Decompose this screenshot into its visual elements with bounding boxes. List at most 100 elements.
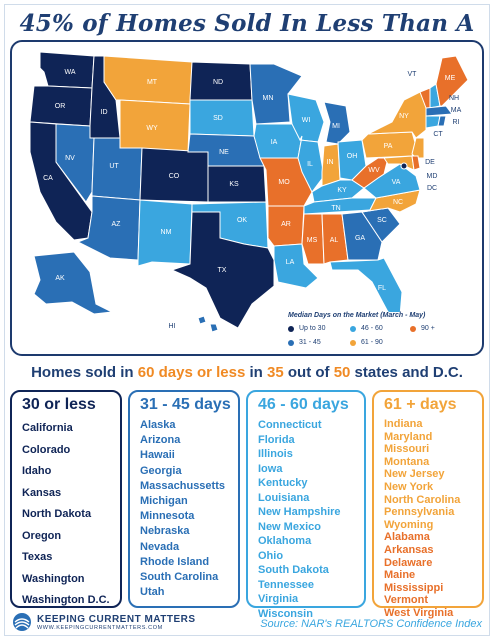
headline-days: 60 days or less bbox=[137, 364, 246, 381]
column-46-60-days: 46 - 60 days Connecticut Florida Illinois I… bbox=[246, 390, 366, 620]
column-heading: 30 or less bbox=[22, 396, 96, 413]
state-list-item: Oregon bbox=[22, 529, 62, 542]
svg-text:MT: MT bbox=[147, 79, 158, 86]
svg-text:GA: GA bbox=[355, 235, 365, 242]
state-list-item: Wyoming bbox=[384, 518, 434, 531]
state-NM: NM bbox=[137, 199, 193, 267]
svg-text:KS: KS bbox=[229, 181, 239, 188]
legend-dot bbox=[288, 325, 294, 332]
legend-item: Up to 30 bbox=[288, 325, 325, 332]
state-TX: TX bbox=[170, 211, 275, 329]
us-map-panel: WA OR CA ID NV MT WY UT AZ CO NM ND SD N… bbox=[10, 40, 484, 356]
svg-text:CO: CO bbox=[169, 173, 180, 180]
svg-text:MO: MO bbox=[278, 179, 290, 186]
svg-text:NM: NM bbox=[161, 229, 172, 236]
label-RI: RI bbox=[453, 119, 460, 126]
svg-text:TN: TN bbox=[331, 205, 340, 212]
column-heading: 31 - 45 days bbox=[140, 396, 231, 413]
legend-title: Median Days on the Market (March - May) bbox=[288, 312, 426, 319]
us-map: WA OR CA ID NV MT WY UT AZ CO NM ND SD N… bbox=[29, 51, 469, 333]
state-list-item: Washington D.C. bbox=[22, 594, 110, 606]
state-list-item: Nebraska bbox=[140, 525, 190, 538]
state-AL: AL bbox=[321, 213, 349, 265]
state-list-item: Missouri bbox=[384, 443, 430, 456]
svg-text:CA: CA bbox=[43, 175, 53, 182]
state-list-item: Indiana bbox=[384, 418, 423, 430]
legend-label: 61 - 90 bbox=[361, 339, 383, 346]
label-MA: MA bbox=[451, 107, 462, 114]
state-DE bbox=[411, 155, 421, 171]
state-list-item: Connecticut bbox=[258, 419, 322, 431]
state-list-item: Pennsylvania bbox=[384, 506, 455, 519]
state-IN: IN bbox=[321, 143, 341, 187]
state-list-item: Delaware bbox=[384, 556, 433, 569]
state-list-item: Ohio bbox=[258, 549, 284, 562]
label-NH: NH bbox=[449, 95, 459, 102]
state-list-item: New Mexico bbox=[258, 520, 321, 533]
state-ME: ME bbox=[435, 55, 469, 107]
state-list-item: Massachussetts bbox=[140, 479, 225, 492]
state-list: Indiana Maryland Missouri Montana New Jersey… bbox=[374, 418, 482, 620]
svg-text:ND: ND bbox=[213, 79, 223, 86]
state-FL: FL bbox=[329, 257, 403, 317]
state-WV: WV bbox=[351, 157, 389, 189]
svg-text:ME: ME bbox=[445, 75, 456, 82]
state-list-item: Virginia bbox=[258, 593, 299, 605]
svg-text:IA: IA bbox=[271, 139, 278, 146]
svg-text:OK: OK bbox=[237, 217, 247, 224]
state-list-item: Washington bbox=[22, 572, 85, 585]
column-30-or-less: 30 or less California Colorado Idaho Kansas… bbox=[10, 390, 122, 608]
state-list-item: Mississippi bbox=[384, 581, 444, 594]
svg-text:KY: KY bbox=[337, 187, 347, 194]
state-list-item: New Hampshire bbox=[258, 506, 341, 518]
headline-text: Homes sold in bbox=[31, 364, 138, 381]
state-list-item: Kentucky bbox=[258, 477, 308, 489]
headline-text: out of bbox=[283, 364, 334, 381]
svg-text:SC: SC bbox=[377, 217, 387, 224]
state-LA: LA bbox=[273, 243, 319, 289]
svg-text:MN: MN bbox=[263, 95, 274, 102]
state-list-item: Idaho bbox=[22, 465, 52, 477]
svg-text:WA: WA bbox=[64, 69, 75, 76]
svg-text:OH: OH bbox=[347, 153, 358, 160]
state-list: Alaska Arizona Hawaii Georgia Massachussetts… bbox=[130, 418, 238, 600]
svg-text:WV: WV bbox=[368, 167, 380, 174]
state-WA: WA bbox=[39, 51, 95, 89]
legend-label: 46 - 60 bbox=[361, 325, 383, 332]
state-MT: MT bbox=[103, 55, 193, 105]
state-HI: HI bbox=[169, 315, 219, 333]
svg-text:VA: VA bbox=[392, 179, 401, 186]
state-list-item: Utah bbox=[140, 586, 165, 599]
state-WY: WY bbox=[119, 99, 191, 153]
state-AR: AR bbox=[267, 205, 305, 247]
state-list-item: North Carolina bbox=[384, 493, 461, 506]
legend-dot bbox=[288, 339, 294, 346]
state-list-item: Minnesota bbox=[140, 510, 195, 523]
state-list-item: Alabama bbox=[384, 531, 430, 544]
state-list-item: Kansas bbox=[22, 486, 62, 499]
state-MN: MN bbox=[249, 63, 303, 125]
state-list-item: Maryland bbox=[384, 430, 433, 443]
svg-text:IL: IL bbox=[307, 161, 313, 168]
state-list-item: Maine bbox=[384, 569, 416, 582]
svg-text:AL: AL bbox=[330, 237, 339, 244]
state-PA: PA bbox=[361, 131, 417, 159]
svg-text:TX: TX bbox=[218, 267, 227, 274]
svg-text:WI: WI bbox=[302, 117, 311, 124]
legend-label: 31 - 45 bbox=[299, 339, 321, 346]
state-DC bbox=[400, 162, 408, 170]
state-list-item: Vermont bbox=[384, 594, 429, 607]
state-list-item: Nevada bbox=[140, 540, 180, 553]
state-RI bbox=[437, 115, 447, 127]
map-legend: Median Days on the Market (March - May) … bbox=[280, 312, 472, 352]
state-list-item: Hawaii bbox=[140, 449, 175, 462]
source-credit: Source: NAR's REALTORS Confidence Index bbox=[260, 618, 482, 630]
legend-item: 90 + bbox=[410, 325, 435, 332]
legend-item: 61 - 90 bbox=[350, 339, 383, 346]
svg-text:HI: HI bbox=[169, 323, 176, 330]
svg-text:IN: IN bbox=[327, 159, 334, 166]
svg-text:MI: MI bbox=[332, 123, 340, 130]
state-IL: IL bbox=[297, 135, 325, 193]
state-CO: CO bbox=[139, 147, 209, 203]
svg-text:AK: AK bbox=[55, 275, 65, 282]
